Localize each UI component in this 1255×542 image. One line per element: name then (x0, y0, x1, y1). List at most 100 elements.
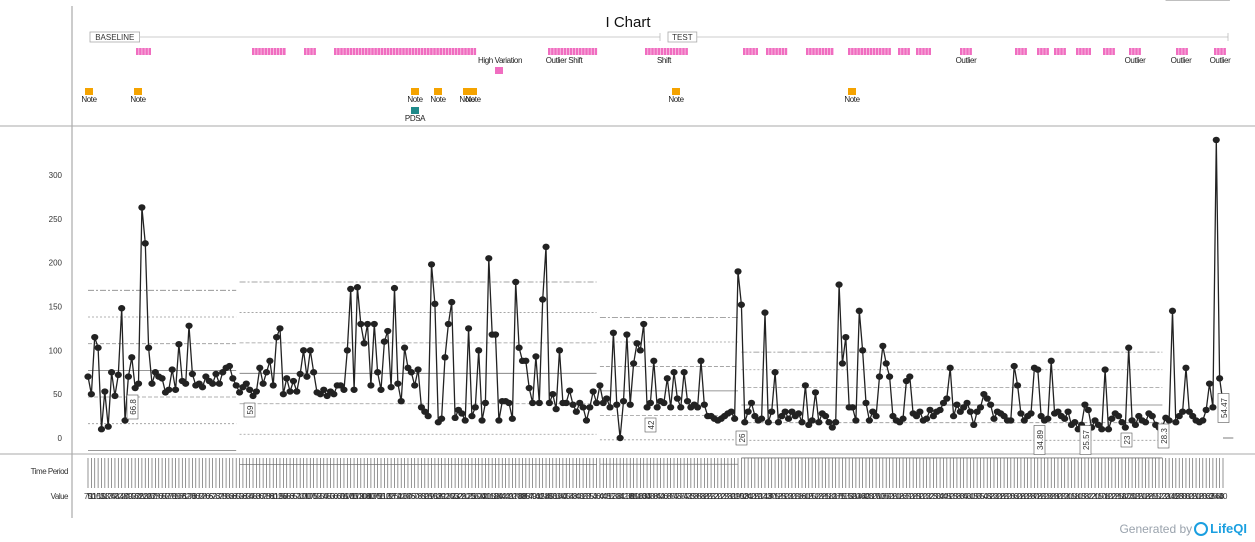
note-marker (672, 88, 680, 95)
value-cell: 80 (946, 492, 955, 501)
data-point (340, 386, 348, 393)
data-point (438, 415, 446, 422)
value-cell: 25 (468, 492, 477, 501)
rule-marker (310, 48, 313, 55)
value-cell: 108 (358, 492, 371, 501)
rule-marker (352, 48, 356, 55)
footer: Generated by LifeQI (1119, 521, 1247, 536)
footer-brand[interactable]: LifeQI (1210, 521, 1247, 536)
rule-marker (433, 48, 436, 55)
value-cell: 25 (707, 492, 716, 501)
value-cell: 65 (902, 492, 911, 501)
data-point (660, 399, 668, 407)
rule-marker (307, 48, 310, 55)
rule-marker (551, 48, 554, 55)
value-cell: 62 (1206, 492, 1215, 501)
rule-marker (402, 48, 405, 55)
data-point (771, 369, 779, 376)
value-cell: 0 (618, 492, 623, 501)
data-point (478, 417, 486, 424)
value-cell: 85 (882, 492, 891, 501)
value-cell: 48 (323, 492, 332, 501)
y-tick-label: 50 (53, 390, 62, 399)
value-cell: 15 (1152, 492, 1161, 501)
data-point (198, 383, 207, 391)
value-cell: 23 (1162, 492, 1171, 501)
data-point (350, 386, 358, 393)
value-cell: 32 (1202, 492, 1211, 501)
pdsa-marker (411, 107, 419, 114)
value-cell: 30 (1185, 492, 1194, 501)
value-cell: 25 (1057, 492, 1066, 501)
data-point (441, 354, 449, 361)
data-point (592, 399, 601, 407)
value-cell: 45 (983, 492, 992, 501)
rule-marker (922, 48, 925, 55)
rule-marker (666, 48, 670, 55)
data-series (84, 136, 1227, 442)
rule-marker (451, 48, 455, 55)
value-cell: 60 (1014, 492, 1023, 501)
rule-marker (467, 48, 470, 55)
value-cell: 25 (872, 492, 881, 501)
value-cell: 40 (1219, 492, 1228, 501)
point-label-box (644, 417, 657, 433)
value-cell: 103 (92, 492, 105, 501)
data-point (923, 415, 931, 422)
data-point (1141, 419, 1150, 426)
value-cell: 30 (1054, 492, 1063, 501)
value-cell: 25 (1175, 492, 1184, 501)
data-point (859, 347, 867, 354)
rule-marker (1223, 48, 1226, 55)
control-limits (88, 0, 1234, 466)
data-point (303, 373, 311, 380)
data-point (461, 417, 469, 424)
value-cell: 32 (1084, 492, 1093, 501)
value-cell: 78 (1101, 492, 1110, 501)
value-cell: 75 (771, 492, 780, 501)
value-cell: 55 (377, 492, 386, 501)
value-cell: 75 (151, 492, 160, 501)
value-cell: 28 (818, 492, 827, 501)
value-cell: 25 (1037, 492, 1046, 501)
data-point (273, 333, 281, 341)
value-cell: 62 (242, 492, 251, 501)
value-cell: 73 (188, 492, 197, 501)
value-cell: 172 (352, 492, 365, 501)
value-cell: 40 (505, 492, 514, 501)
value-cell: 20 (495, 492, 504, 501)
data-point (134, 380, 143, 387)
value-cell: 28 (458, 492, 467, 501)
value-cell: 15 (970, 492, 979, 501)
value-cell: 25 (929, 492, 938, 501)
value-cell: 20 (1138, 492, 1147, 501)
value-cell: 205 (483, 492, 496, 501)
value-cell: 85 (838, 492, 847, 501)
value-cell: 18 (832, 492, 841, 501)
rule-marker (1109, 48, 1112, 55)
rule-marker (749, 48, 752, 55)
rule-marker (775, 48, 778, 55)
value-cell: 30 (956, 492, 965, 501)
data-point (525, 384, 533, 392)
data-point (811, 389, 820, 396)
rule-marker (276, 48, 280, 55)
rule-marker (255, 48, 258, 55)
value-cell: 53 (101, 492, 110, 501)
value-cell: 40 (576, 492, 585, 501)
value-cell: 70 (84, 492, 93, 501)
data-point (852, 417, 860, 424)
data-point (795, 410, 803, 417)
value-cell: 100 (473, 492, 486, 501)
point-label-box (1157, 423, 1170, 449)
value-cell: 30 (572, 492, 581, 501)
value-cell: 20 (754, 492, 763, 501)
value-cell: 18 (764, 492, 773, 501)
data-point (310, 369, 318, 376)
data-point (394, 380, 402, 387)
data-point (262, 369, 271, 376)
value-cell: 100 (857, 492, 870, 501)
rule-marker (827, 48, 831, 55)
rule-marker (423, 48, 427, 55)
data-point (784, 415, 793, 422)
